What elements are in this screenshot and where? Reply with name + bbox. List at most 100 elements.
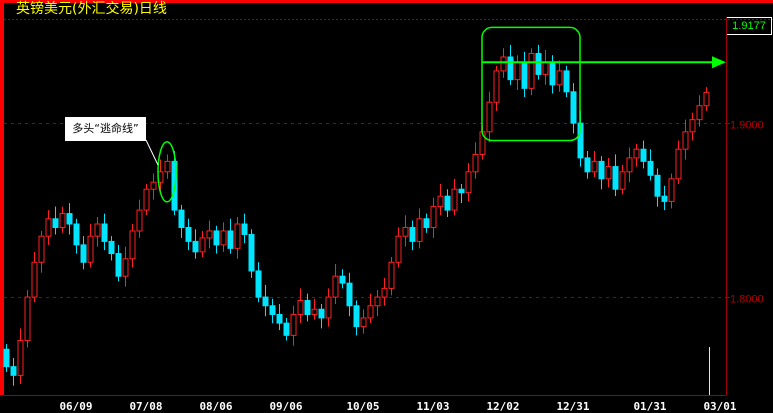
candle-body — [360, 317, 367, 328]
x-tick-label: 03/01 — [703, 400, 736, 413]
candle — [647, 149, 654, 181]
candle — [423, 213, 430, 233]
candle — [192, 229, 199, 259]
candle-body — [388, 261, 395, 289]
candle — [80, 236, 87, 270]
candle — [493, 65, 500, 111]
candle — [94, 217, 101, 247]
candle-body — [675, 148, 682, 180]
candle-body — [556, 70, 563, 86]
candle-body — [542, 61, 549, 75]
candle — [241, 213, 248, 244]
candle — [402, 215, 409, 247]
candle-body — [38, 235, 45, 263]
candle-body — [563, 70, 570, 93]
candle-body — [584, 157, 591, 173]
candle — [675, 140, 682, 184]
candle — [668, 173, 675, 209]
candle-body — [689, 119, 696, 133]
candle-body — [493, 70, 500, 103]
candle — [262, 284, 269, 317]
candle-body — [332, 275, 339, 298]
candle-body — [101, 223, 108, 242]
candle-body — [472, 153, 479, 173]
candle — [143, 183, 150, 216]
candle-body — [696, 105, 703, 121]
candle-body — [192, 240, 199, 253]
candle — [269, 298, 276, 324]
candle — [171, 150, 178, 216]
candle-body — [661, 195, 668, 202]
candle — [430, 197, 437, 238]
candle-body — [528, 53, 535, 89]
candle — [584, 150, 591, 179]
candle-body — [73, 223, 80, 246]
candle — [528, 48, 535, 96]
candle — [115, 244, 122, 282]
x-tick-label: 06/09 — [59, 400, 92, 413]
candle-body — [458, 188, 465, 194]
candle-body — [549, 61, 556, 86]
candle — [325, 288, 332, 327]
candle-body — [150, 181, 157, 190]
annotation-arrow-head — [712, 56, 726, 69]
candle-body — [3, 348, 10, 368]
candle-body — [598, 160, 605, 180]
candle — [52, 206, 59, 235]
candle-body — [367, 305, 374, 319]
candle — [332, 264, 339, 305]
candle — [24, 290, 31, 348]
last-price-label: 1.9177 — [727, 17, 772, 35]
candle-body — [423, 218, 430, 228]
candle — [619, 164, 626, 195]
candle — [542, 50, 549, 85]
candle — [150, 173, 157, 200]
candle — [654, 168, 661, 207]
candle — [276, 304, 283, 331]
candle-body — [437, 195, 444, 208]
candle — [514, 55, 521, 91]
candle-body — [570, 91, 577, 124]
candle-body — [276, 313, 283, 324]
candle — [136, 199, 143, 238]
candle-body — [143, 188, 150, 211]
candle-body — [227, 230, 234, 249]
candle — [395, 227, 402, 268]
candle — [339, 269, 346, 289]
candle — [507, 44, 514, 85]
candle-body — [24, 296, 31, 342]
candle — [444, 189, 451, 218]
candle — [570, 83, 577, 134]
candle-body — [115, 253, 122, 277]
candle-body — [304, 300, 311, 315]
candle — [290, 305, 297, 346]
x-tick-label: 12/31 — [556, 400, 589, 413]
candle — [213, 225, 220, 254]
candle-body — [311, 308, 318, 315]
candle — [17, 328, 24, 385]
candle — [549, 55, 556, 94]
candle — [353, 300, 360, 336]
candle — [108, 236, 115, 261]
candle-body — [122, 258, 129, 277]
candle-body — [409, 226, 416, 242]
x-tick-label: 07/08 — [129, 400, 162, 413]
candle — [10, 357, 17, 386]
candle-body — [535, 53, 542, 75]
candle — [311, 298, 318, 320]
callout-pointer — [145, 139, 159, 166]
candle-body — [164, 160, 171, 173]
candle-body — [45, 218, 52, 237]
candle-body — [451, 188, 458, 211]
candle-body — [66, 213, 73, 225]
candle-body — [633, 148, 640, 159]
candle — [563, 65, 570, 98]
candle-body — [430, 206, 437, 228]
candle-body — [283, 322, 290, 336]
candle — [451, 178, 458, 216]
candle — [164, 154, 171, 179]
candle — [31, 251, 38, 303]
candle-body — [87, 235, 94, 263]
candle-body — [269, 305, 276, 315]
